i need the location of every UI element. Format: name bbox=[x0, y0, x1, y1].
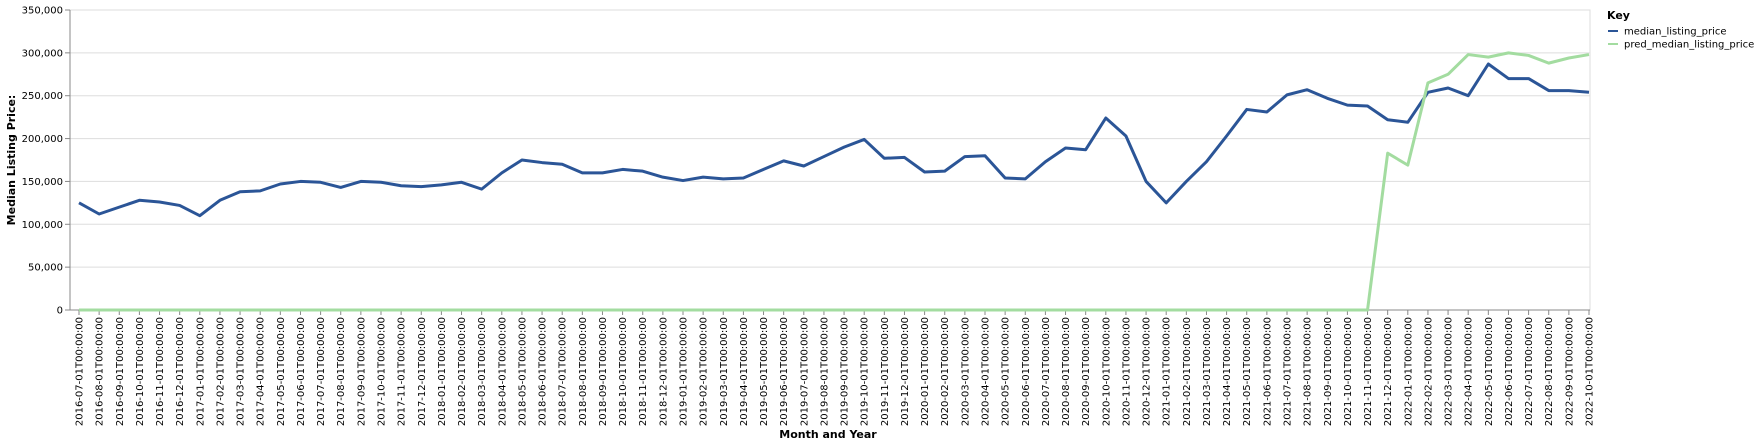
x-tick-label: 2020-02-01T00:00:00 bbox=[940, 317, 951, 426]
x-tick-label: 2020-10-01T00:00:00 bbox=[1101, 317, 1112, 426]
x-tick-label: 2020-11-01T00:00:00 bbox=[1121, 317, 1132, 426]
legend: Key median_listing_price pred_median_list… bbox=[1607, 9, 1754, 51]
x-tick-label: 2022-02-01T00:00:00 bbox=[1423, 317, 1434, 426]
x-tick-label: 2018-07-01T00:00:00 bbox=[558, 317, 569, 426]
x-tick-label: 2021-04-01T00:00:00 bbox=[1222, 317, 1233, 426]
x-tick-label: 2016-09-01T00:00:00 bbox=[115, 317, 126, 426]
y-axis: 0 50,000 100,000 150,000 200,000 250,000 300,0… bbox=[22, 6, 71, 317]
legend-title: Key bbox=[1607, 9, 1630, 22]
x-tick-label: 2019-09-01T00:00:00 bbox=[840, 317, 851, 426]
x-tick-label: 2017-07-01T00:00:00 bbox=[316, 317, 327, 426]
x-tick-label: 2021-09-01T00:00:00 bbox=[1323, 317, 1334, 426]
x-tick-label: 2018-05-01T00:00:00 bbox=[517, 317, 528, 426]
x-tick-label: 2019-11-01T00:00:00 bbox=[880, 317, 891, 426]
x-tick-label: 2020-01-01T00:00:00 bbox=[920, 317, 931, 426]
x-tick-label: 2020-12-01T00:00:00 bbox=[1142, 317, 1153, 426]
x-tick-label: 2020-03-01T00:00:00 bbox=[960, 317, 971, 426]
x-tick-label: 2019-03-01T00:00:00 bbox=[719, 317, 730, 426]
x-tick-label: 2019-06-01T00:00:00 bbox=[779, 317, 790, 426]
x-tick-label: 2017-09-01T00:00:00 bbox=[356, 317, 367, 426]
x-tick-label: 2017-02-01T00:00:00 bbox=[215, 317, 226, 426]
y-axis-title: Median Listing Price: bbox=[5, 95, 18, 226]
y-tick-label: 0 bbox=[57, 306, 63, 317]
x-tick-label: 2022-10-01T00:00:00 bbox=[1585, 317, 1596, 426]
x-tick-label: 2018-04-01T00:00:00 bbox=[497, 317, 508, 426]
x-tick-label: 2017-06-01T00:00:00 bbox=[296, 317, 307, 426]
x-tick-label: 2018-10-01T00:00:00 bbox=[618, 317, 629, 426]
x-tick-label: 2021-08-01T00:00:00 bbox=[1303, 317, 1314, 426]
x-tick-label: 2022-01-01T00:00:00 bbox=[1403, 317, 1414, 426]
x-tick-label: 2021-06-01T00:00:00 bbox=[1262, 317, 1273, 426]
x-tick-label: 2018-11-01T00:00:00 bbox=[638, 317, 649, 426]
x-tick-label: 2022-03-01T00:00:00 bbox=[1444, 317, 1455, 426]
x-tick-label: 2019-12-01T00:00:00 bbox=[900, 317, 911, 426]
x-axis-title: Month and Year bbox=[779, 428, 877, 441]
x-tick-label: 2021-05-01T00:00:00 bbox=[1242, 317, 1253, 426]
y-tick-label: 250,000 bbox=[22, 91, 63, 102]
x-tick-label: 2018-02-01T00:00:00 bbox=[457, 317, 468, 426]
x-tick-label: 2017-11-01T00:00:00 bbox=[397, 317, 408, 426]
x-tick-label: 2016-07-01T00:00:00 bbox=[75, 317, 86, 426]
x-tick-label: 2021-01-01T00:00:00 bbox=[1162, 317, 1173, 426]
y-tick-label: 300,000 bbox=[22, 48, 63, 59]
x-tick-label: 2017-03-01T00:00:00 bbox=[236, 317, 247, 426]
x-tick-label: 2019-04-01T00:00:00 bbox=[739, 317, 750, 426]
plot-frame bbox=[69, 9, 1591, 311]
x-tick-label: 2017-04-01T00:00:00 bbox=[256, 317, 267, 426]
x-tick-label: 2016-11-01T00:00:00 bbox=[155, 317, 166, 426]
x-tick-label: 2022-09-01T00:00:00 bbox=[1564, 317, 1575, 426]
x-tick-label: 2022-06-01T00:00:00 bbox=[1504, 317, 1515, 426]
x-tick-label: 2020-06-01T00:00:00 bbox=[1021, 317, 1032, 426]
x-tick-label: 2022-07-01T00:00:00 bbox=[1524, 317, 1535, 426]
x-tick-label: 2022-05-01T00:00:00 bbox=[1484, 317, 1495, 426]
legend-label: median_listing_price bbox=[1624, 27, 1727, 38]
x-tick-label: 2016-12-01T00:00:00 bbox=[175, 317, 186, 426]
x-tick-label: 2019-08-01T00:00:00 bbox=[819, 317, 830, 426]
x-tick-label: 2017-08-01T00:00:00 bbox=[336, 317, 347, 426]
x-tick-label: 2019-02-01T00:00:00 bbox=[699, 317, 710, 426]
y-tick-label: 50,000 bbox=[28, 263, 63, 274]
x-tick-label: 2018-09-01T00:00:00 bbox=[598, 317, 609, 426]
x-tick-label: 2018-03-01T00:00:00 bbox=[477, 317, 488, 426]
x-tick-label: 2021-07-01T00:00:00 bbox=[1283, 317, 1294, 426]
x-tick-label: 2018-01-01T00:00:00 bbox=[437, 317, 448, 426]
x-tick-label: 2020-09-01T00:00:00 bbox=[1081, 317, 1092, 426]
x-tick-label: 2017-10-01T00:00:00 bbox=[377, 317, 388, 426]
x-tick-label: 2020-07-01T00:00:00 bbox=[1041, 317, 1052, 426]
x-tick-label: 2021-10-01T00:00:00 bbox=[1343, 317, 1354, 426]
x-tick-label: 2021-03-01T00:00:00 bbox=[1202, 317, 1213, 426]
x-tick-label: 2016-08-01T00:00:00 bbox=[95, 317, 106, 426]
x-tick-label: 2020-04-01T00:00:00 bbox=[981, 317, 992, 426]
x-tick-label: 2021-02-01T00:00:00 bbox=[1182, 317, 1193, 426]
series-line-pred-median-listing-price bbox=[79, 51, 1590, 312]
y-tick-label: 200,000 bbox=[22, 134, 63, 145]
x-tick-label: 2019-07-01T00:00:00 bbox=[799, 317, 810, 426]
x-tick-label: 2020-05-01T00:00:00 bbox=[1001, 317, 1012, 426]
x-tick-label: 2019-10-01T00:00:00 bbox=[860, 317, 871, 426]
x-tick-label: 2018-06-01T00:00:00 bbox=[538, 317, 549, 426]
x-tick-label: 2019-01-01T00:00:00 bbox=[679, 317, 690, 426]
x-tick-label: 2016-10-01T00:00:00 bbox=[135, 317, 146, 426]
x-tick-label: 2021-12-01T00:00:00 bbox=[1383, 317, 1394, 426]
x-tick-label: 2017-12-01T00:00:00 bbox=[417, 317, 428, 426]
legend-label: pred_median_listing_price bbox=[1624, 40, 1754, 51]
series-lines bbox=[78, 51, 1590, 312]
x-tick-label: 2018-12-01T00:00:00 bbox=[658, 317, 669, 426]
y-tick-label: 150,000 bbox=[22, 177, 63, 188]
x-tick-label: 2022-04-01T00:00:00 bbox=[1464, 317, 1475, 426]
x-tick-label: 2020-08-01T00:00:00 bbox=[1061, 317, 1072, 426]
gridlines bbox=[69, 9, 1591, 311]
x-tick-label: 2021-11-01T00:00:00 bbox=[1363, 317, 1374, 426]
x-tick-label: 2017-05-01T00:00:00 bbox=[276, 317, 287, 426]
y-tick-label: 350,000 bbox=[22, 6, 63, 17]
x-axis: 2016-07-01T00:00:00 2016-08-01T00:00:00 20… bbox=[70, 309, 1596, 426]
series-line-median-listing-price bbox=[78, 62, 1590, 218]
x-tick-label: 2019-05-01T00:00:00 bbox=[759, 317, 770, 426]
y-tick-label: 100,000 bbox=[22, 220, 63, 231]
x-tick-label: 2017-01-01T00:00:00 bbox=[195, 317, 206, 426]
x-tick-label: 2018-08-01T00:00:00 bbox=[578, 317, 589, 426]
x-tick-label: 2022-08-01T00:00:00 bbox=[1544, 317, 1555, 426]
